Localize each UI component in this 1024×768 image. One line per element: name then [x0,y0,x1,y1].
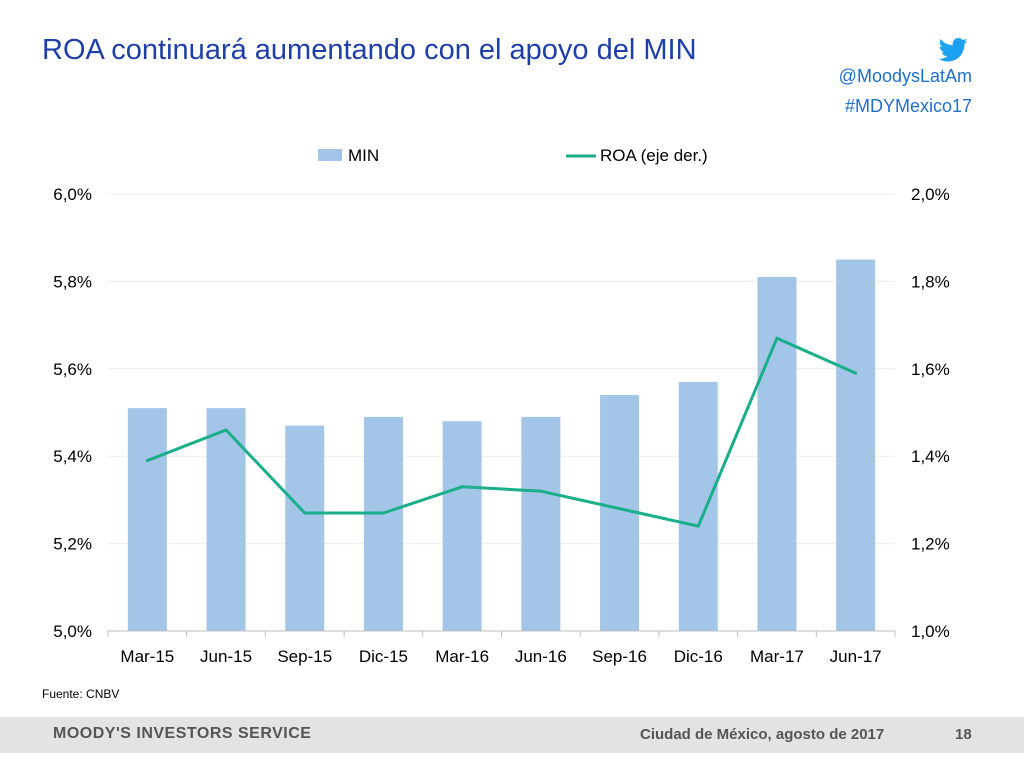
x-tick-label: Dic-15 [359,647,408,666]
twitter-bird-icon [938,38,968,62]
page-number: 18 [955,726,972,743]
point-roa [696,524,700,528]
x-tick-label: Jun-15 [200,647,252,666]
y-left-tick-label: 5,4% [53,447,92,466]
footer-location-date: Ciudad de México, agosto de 2017 [640,726,885,743]
y-right-tick-label: 1,0% [911,622,950,641]
legend-label-min: MIN [348,146,379,165]
point-roa [145,459,149,463]
y-right-tick-label: 1,8% [911,272,950,291]
y-left-tick-label: 5,6% [53,360,92,379]
x-tick-label: Dic-16 [674,647,723,666]
point-roa [618,507,622,511]
point-roa [539,489,543,493]
y-right-tick-label: 1,6% [911,360,950,379]
y-left-tick-label: 5,2% [53,535,92,554]
point-roa [224,428,228,432]
point-roa [775,336,779,340]
slide-title: ROA continuará aumentando con el apoyo d… [42,34,697,66]
y-left-tick-label: 5,0% [53,622,92,641]
bar-min [678,381,718,631]
bar-min [285,425,325,631]
y-right-tick-label: 1,2% [911,535,950,554]
x-tick-label: Mar-15 [120,647,174,666]
hashtag-link[interactable]: #MDYMexico17 [844,96,972,116]
x-tick-label: Sep-16 [592,647,647,666]
legend-swatch-min [318,149,342,161]
twitter-handle-link[interactable]: @MoodysLatAm [838,66,972,86]
bar-min [363,416,403,631]
source-note: Fuente: CNBV [42,687,120,701]
combo-chart: Mar-15 Jun-15 Sep-15 Dic-15 Mar-16 Jun-16 Sep-… [53,146,950,666]
brand-logo-text: MOODY'S INVESTORS SERVICE [53,725,312,742]
point-roa [854,371,858,375]
bar-min [206,408,246,631]
point-roa [303,511,307,515]
y-left-tick-label: 6,0% [53,185,92,204]
x-tick-label: Jun-17 [830,647,882,666]
x-tick-label: Sep-15 [277,647,332,666]
y-right-tick-label: 2,0% [911,185,950,204]
line-roa [146,336,857,528]
bar-min [127,408,167,631]
bar-min [836,259,876,631]
point-roa [381,511,385,515]
bar-min [442,421,482,631]
footer-bar: MOODY'S INVESTORS SERVICE Ciudad de Méxi… [0,717,1024,753]
legend-label-roa: ROA (eje der.) [600,146,708,165]
x-tick-label: Jun-16 [515,647,567,666]
bar-min [757,277,797,631]
point-roa [460,485,464,489]
y-right-tick-label: 1,4% [911,447,950,466]
x-tick-label: Mar-17 [750,647,804,666]
bar-min [521,416,561,631]
y-left-tick-label: 5,8% [53,272,92,291]
x-tick-label: Mar-16 [435,647,489,666]
